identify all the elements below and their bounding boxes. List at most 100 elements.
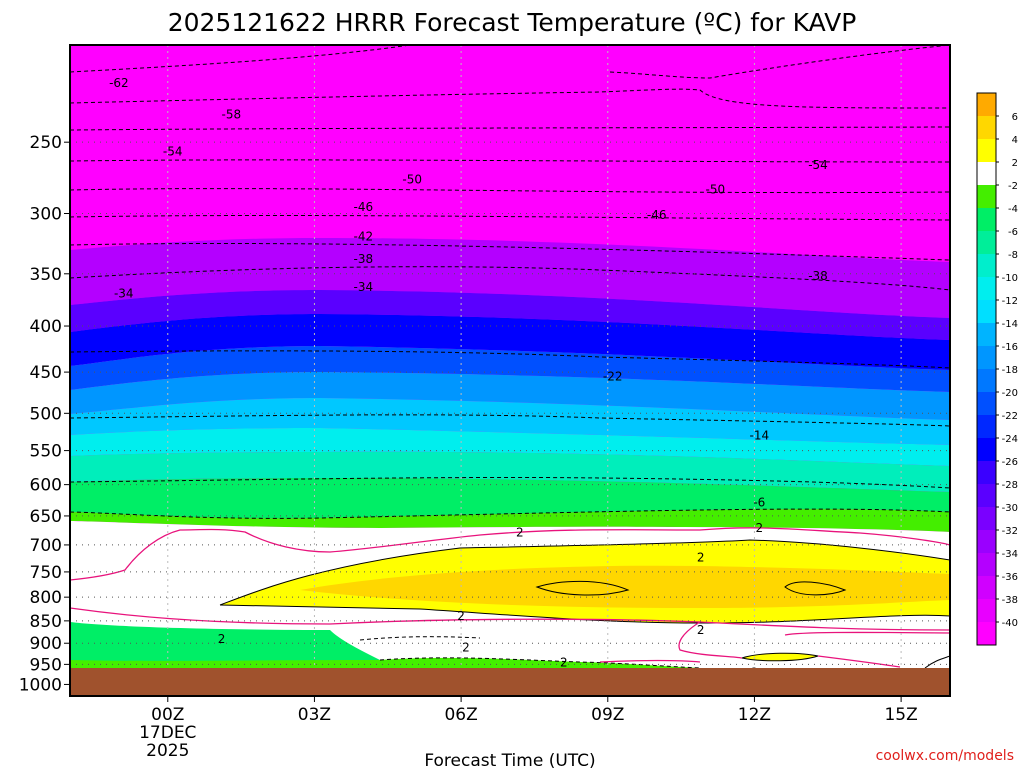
y-tick-label: 300 — [30, 205, 62, 225]
contour-line — [379, 657, 701, 669]
colorbar-swatch — [977, 438, 996, 462]
contour-label: 2 — [697, 623, 705, 637]
colorbar-label: -22 — [1002, 411, 1018, 422]
freezing-line-segment — [70, 527, 950, 581]
band-cyan-blue — [70, 398, 950, 445]
colorbar-swatch — [977, 415, 996, 439]
band-blue-dark — [70, 314, 950, 370]
contour-line — [70, 88, 950, 109]
colorbar-label: -34 — [1002, 549, 1018, 560]
contour-label: 2 — [560, 655, 568, 669]
colorbar-swatch — [977, 93, 996, 117]
contour-line — [219, 604, 950, 624]
colorbar-legend: 6 4 2 -2 -4 -6 -8 -10 -12 -14 -16 -18 -20 -22 -24 -26 -2… — [976, 92, 1018, 646]
colorbar-label: -20 — [1002, 388, 1018, 399]
y-tick-label: 450 — [30, 363, 62, 383]
plot-frame — [69, 44, 951, 697]
x-axis-label: Forecast Time (UTC) — [424, 751, 595, 768]
contour-label: -54 — [163, 144, 183, 158]
colorbar-label: -10 — [1002, 273, 1018, 284]
colorbar-label: -18 — [1002, 365, 1018, 376]
contour-label: -22 — [603, 369, 623, 383]
freezing-line-segment — [678, 621, 743, 659]
x-tick-label: 06Z — [444, 705, 477, 725]
contour-line — [70, 126, 950, 131]
contour-label: -58 — [222, 108, 242, 122]
colorbar-label: 4 — [1012, 135, 1018, 146]
y-tick-label: 400 — [30, 317, 62, 337]
colorbar-swatch — [977, 530, 996, 554]
colorbar-label: -8 — [1008, 250, 1018, 261]
colorbar-swatch — [977, 392, 996, 416]
contour-line — [70, 45, 411, 73]
colorbar-swatch — [977, 346, 996, 370]
freezing-line-segment — [70, 607, 950, 631]
contour-label: -38 — [354, 252, 374, 266]
contour-line — [219, 539, 950, 606]
contour-label: 2 — [462, 641, 470, 655]
contour-line — [924, 655, 950, 669]
y-tick-label: 750 — [30, 563, 62, 583]
band-blue — [70, 346, 950, 392]
colorbar-swatch — [977, 323, 996, 347]
contour-line — [70, 350, 950, 369]
x-tick-label: 12Z — [738, 705, 771, 725]
colorbar-label: -12 — [1002, 296, 1018, 307]
colorbar-swatch — [977, 300, 996, 324]
x-tick-sublabel: 2025 — [146, 741, 189, 761]
y-tick-label: 800 — [30, 588, 62, 608]
contour-label: 2 — [218, 632, 226, 646]
colorbar-label: -30 — [1002, 503, 1018, 514]
colorbar-label: 6 — [1012, 112, 1018, 123]
x-tick-label: 15Z — [884, 705, 917, 725]
contour-line — [784, 581, 847, 596]
x-tick-label: 00Z — [151, 705, 184, 725]
contour-line — [70, 159, 950, 163]
contour-line — [70, 476, 950, 489]
colorbar-label: -16 — [1002, 342, 1018, 353]
contour-line — [70, 508, 950, 519]
colorbar-label: -6 — [1008, 227, 1018, 238]
colorbar-swatch — [977, 484, 996, 508]
contour-label: -34 — [354, 280, 374, 294]
band-purple — [70, 238, 950, 318]
x-tick-sublabel: 17DEC — [139, 723, 196, 743]
y-tick-label: 700 — [30, 536, 62, 556]
y-axis: 2503003504004505005506006507007508008509… — [19, 133, 70, 695]
band-lower-green-2 — [70, 657, 700, 668]
colorbar-swatch — [977, 622, 996, 646]
grid-lines — [70, 45, 950, 696]
contour-labels: -62-58-54-54-50-50-46-46-42-38-38-34 -34-… — [109, 76, 828, 679]
band-gold — [300, 565, 950, 608]
y-tick-label: 600 — [30, 476, 62, 496]
contour-label: -6 — [753, 495, 765, 509]
colorbar-swatch — [977, 369, 996, 393]
colorbar-swatch — [977, 599, 996, 623]
plot-area: -62-58-54-54-50-50-46-46-42-38-38-34 -34-… — [70, 45, 950, 696]
colorbar-swatch — [977, 254, 996, 278]
contour-label: -42 — [354, 229, 374, 243]
ground-terrain — [70, 668, 950, 696]
colorbar-label: -4 — [1008, 204, 1018, 215]
band-magenta-upper — [70, 45, 950, 262]
colorbar-label: -40 — [1002, 618, 1018, 629]
band-violet — [70, 290, 950, 340]
colorbar-label: 2 — [1012, 158, 1018, 169]
y-tick-label: 1000 — [19, 675, 62, 695]
y-tick-label: 950 — [30, 655, 62, 675]
contour-label: -46 — [354, 200, 374, 214]
band-green-light — [70, 478, 950, 519]
contour-line — [70, 242, 950, 261]
contour-line — [70, 188, 950, 194]
colorbar-label: -38 — [1002, 595, 1018, 606]
y-tick-label: 250 — [30, 133, 62, 153]
y-tick-label: 550 — [30, 442, 62, 462]
band-small-yellow — [742, 653, 818, 661]
colorbar-swatch — [977, 116, 996, 140]
contour-line — [359, 636, 481, 641]
colorbar-swatch — [977, 576, 996, 600]
band-blue-light — [70, 372, 950, 420]
colorbar-swatch — [977, 553, 996, 577]
